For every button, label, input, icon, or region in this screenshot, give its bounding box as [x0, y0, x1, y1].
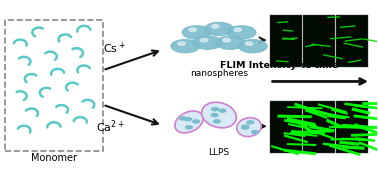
Circle shape — [227, 26, 256, 39]
Text: $\mathregular{Cs^+}$: $\mathregular{Cs^+}$ — [102, 40, 125, 55]
Circle shape — [242, 125, 249, 128]
Circle shape — [194, 36, 222, 49]
Circle shape — [214, 120, 220, 123]
Text: time: time — [311, 61, 339, 70]
Circle shape — [186, 126, 192, 129]
Circle shape — [242, 126, 248, 129]
Circle shape — [219, 109, 226, 112]
Ellipse shape — [237, 118, 261, 136]
Ellipse shape — [202, 102, 236, 128]
Text: FLIM Intensity: FLIM Intensity — [220, 61, 300, 70]
Text: Monomer: Monomer — [31, 153, 77, 163]
Bar — [303, 15, 335, 67]
Circle shape — [239, 40, 267, 53]
Text: LLPS: LLPS — [208, 148, 229, 157]
Circle shape — [205, 22, 233, 36]
Text: $\mathregular{Ca^{2+}}$: $\mathregular{Ca^{2+}}$ — [96, 119, 125, 135]
Circle shape — [216, 36, 245, 49]
Circle shape — [171, 40, 200, 53]
Circle shape — [178, 42, 185, 45]
Bar — [270, 101, 302, 153]
Circle shape — [193, 120, 200, 123]
Circle shape — [185, 118, 192, 121]
Bar — [270, 15, 302, 67]
Circle shape — [200, 38, 208, 42]
Circle shape — [180, 117, 186, 120]
Ellipse shape — [175, 111, 203, 133]
Bar — [336, 101, 368, 153]
Text: nanospheres: nanospheres — [190, 69, 248, 78]
Circle shape — [182, 26, 211, 39]
Circle shape — [211, 114, 218, 117]
Circle shape — [251, 131, 258, 134]
Circle shape — [223, 38, 230, 42]
Circle shape — [234, 28, 242, 32]
Circle shape — [247, 121, 254, 124]
Circle shape — [212, 108, 218, 111]
Text: vs: vs — [301, 61, 312, 70]
Bar — [336, 15, 368, 67]
Bar — [303, 101, 335, 153]
Circle shape — [189, 28, 197, 32]
Circle shape — [245, 42, 253, 45]
Circle shape — [212, 25, 219, 28]
